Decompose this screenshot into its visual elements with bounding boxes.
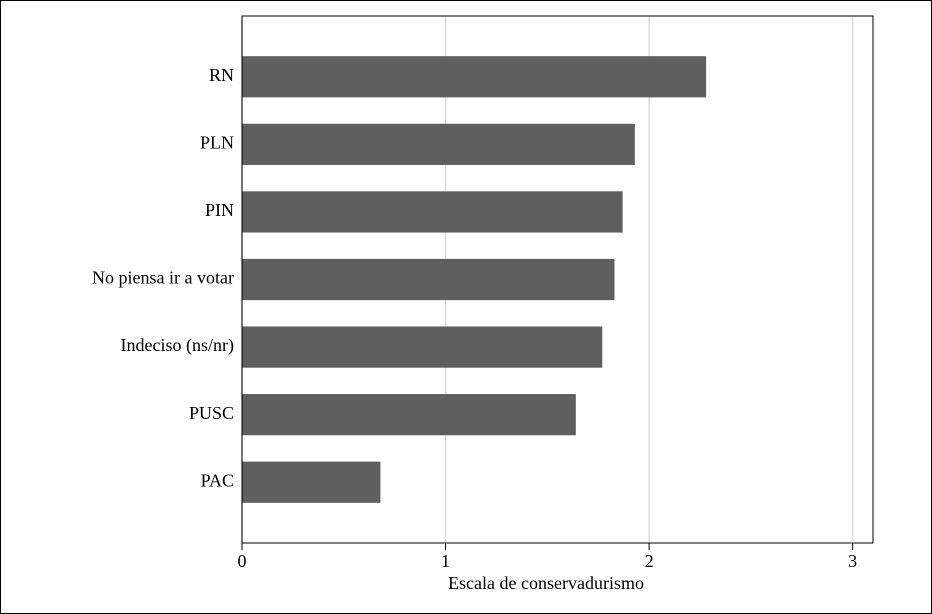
x-tick-label: 2 bbox=[645, 551, 654, 571]
plot-frame bbox=[241, 15, 874, 544]
bar bbox=[242, 461, 381, 503]
bar bbox=[242, 258, 615, 301]
y-tick-label: No piensa ir a votar bbox=[92, 268, 234, 288]
x-axis-title: Escala de conservadurismo bbox=[448, 573, 644, 593]
bar bbox=[242, 191, 623, 233]
x-tick-label: 3 bbox=[848, 551, 857, 571]
y-tick-label: PAC bbox=[201, 470, 234, 490]
bar bbox=[242, 326, 603, 368]
y-tick-label: PIN bbox=[205, 200, 234, 220]
y-tick-label: RN bbox=[209, 65, 234, 85]
y-tick-label: PLN bbox=[200, 132, 234, 152]
y-tick-label: PUSC bbox=[189, 403, 234, 423]
y-tick-label: Indeciso (ns/nr) bbox=[121, 335, 234, 356]
x-tick-label: 1 bbox=[441, 551, 450, 571]
bar bbox=[242, 394, 576, 436]
bar bbox=[242, 123, 635, 165]
x-tick-label: 0 bbox=[238, 551, 247, 571]
bar bbox=[242, 56, 707, 98]
